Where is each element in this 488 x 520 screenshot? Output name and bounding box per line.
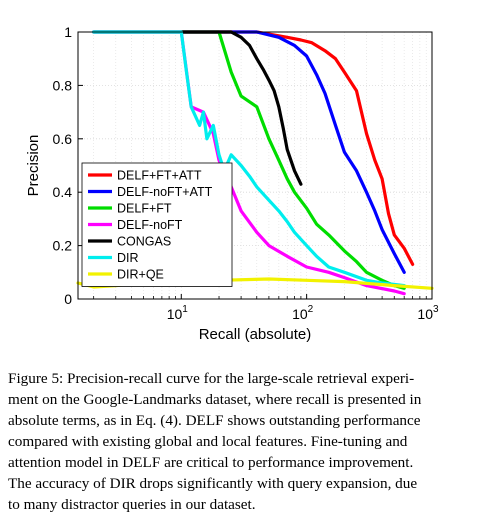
figure: 0 0.2 0.4 0.6 0.8 1 101 102 103 Recall (absolute)… — [25, 24, 439, 343]
caption-line: Figure 5: Precision-recall curve for the… — [8, 370, 415, 387]
x-tick-base: 10 — [167, 306, 183, 322]
legend: DELF+FT+ATT DELF-noFT+ATT DELF+FT DELF-noFT… — [81, 162, 233, 287]
x-tick-label: 101 — [167, 304, 189, 322]
plot-frame — [77, 31, 433, 300]
x-tick-base: 10 — [417, 306, 433, 322]
series-line-3 — [92, 30, 406, 296]
x-tick-exponent: 2 — [308, 304, 314, 315]
legend-label-0: DELF+FT+ATT — [117, 169, 202, 183]
series-line-1 — [92, 30, 406, 274]
y-tick-label: 0.6 — [53, 131, 73, 147]
caption-line: ment on the Google-Landmarks dataset, wh… — [8, 391, 422, 408]
y-tick-label: 0.8 — [53, 77, 73, 93]
y-tick-label: 1 — [64, 24, 72, 40]
series-line-0 — [92, 30, 415, 266]
caption-line: absolute terms, as in Eq. (4). DELF show… — [8, 412, 421, 429]
figure-caption: Figure 5: Precision-recall curve for the… — [8, 368, 482, 515]
legend-label-1: DELF-noFT+ATT — [117, 185, 213, 199]
series-line-5 — [92, 30, 406, 288]
legend-label-6: DIR+QE — [117, 268, 164, 282]
x-tick-label: 102 — [292, 304, 314, 322]
caption-line: compared with existing global and local … — [8, 433, 408, 450]
legend-label-3: DELF-noFT — [117, 218, 183, 232]
legend-label-4: CONGAS — [117, 235, 171, 249]
x-tick-exponent: 3 — [433, 304, 439, 315]
y-tick-label: 0.2 — [53, 238, 73, 254]
x-tick-base: 10 — [292, 306, 308, 322]
x-tick-exponent: 1 — [182, 304, 188, 315]
x-tick-label: 103 — [417, 304, 439, 322]
legend-label-2: DELF+FT — [117, 202, 172, 216]
series-line-2 — [92, 30, 406, 290]
y-tick-label: 0.4 — [53, 184, 73, 200]
caption-line: to many distractor queries in our datase… — [8, 496, 256, 513]
series-line-4 — [179, 30, 303, 186]
caption-line: attention model in DELF are critical to … — [8, 454, 414, 471]
y-tick-label: 0 — [64, 291, 72, 307]
legend-label-5: DIR — [117, 251, 139, 265]
x-axis-label: Recall (absolute) — [199, 326, 312, 343]
caption-line: The accuracy of DIR drops significantly … — [8, 475, 418, 492]
y-axis-label: Precision — [25, 135, 42, 197]
